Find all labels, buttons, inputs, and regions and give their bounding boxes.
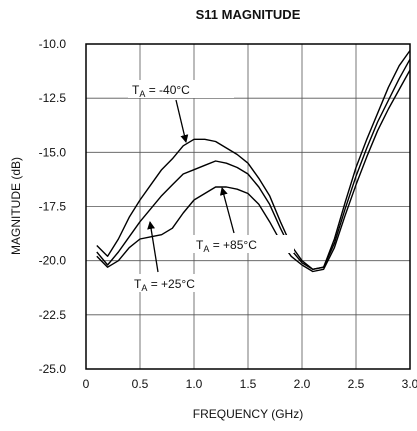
annotation-text: T [134,277,142,291]
x-tick-label: 1.5 [240,377,257,391]
annotation-subscript: A [203,244,209,254]
plot-frame [85,43,411,370]
annotation-suffix: = +25°C [147,277,195,291]
y-tick-label: -12.5 [39,91,67,105]
annotation-arrow [175,99,189,143]
annotation-arrow [147,221,159,273]
annotation-text: T [132,83,140,97]
annotations: TA = -40°C TA = +25°C TA = +85°C [128,80,294,293]
annotation-suffix: = -40°C [145,83,190,97]
y-axis-label: MAGNITUDE (dB) [9,157,23,255]
annotation-subscript: A [141,283,147,293]
x-tick-label: 2.5 [348,377,365,391]
annotation: TA = -40°C [132,83,190,99]
series-line [96,69,411,273]
annotation-arrow [219,187,235,234]
y-tick-label: -22.5 [39,308,67,322]
annotation: TA = +25°C [134,277,195,293]
series-line [96,58,411,270]
x-tick-label: 2.0 [294,377,311,391]
annotation-suffix: = +85°C [209,238,257,252]
chart-title: S11 MAGNITUDE [196,7,301,22]
series-line [96,50,411,270]
y-tick-label: -17.5 [39,200,67,214]
x-axis-label: FREQUENCY (GHz) [193,407,303,421]
annotation-text: T [196,238,204,252]
annotation-bg [130,274,232,292]
x-tick-label: 0 [83,377,90,391]
y-tick-label: -20.0 [39,254,67,268]
x-tick-label: 3.0 [402,377,417,391]
annotation-bg [192,235,294,253]
annotation-bg [128,80,234,98]
y-tick-label: -25.0 [39,362,67,376]
y-tick-label: -10.0 [39,37,67,51]
annotation: TA = +85°C [196,238,257,254]
y-tick-label: -15.0 [39,145,67,159]
annotation-subscript: A [139,89,145,99]
x-tick-label: 1.0 [186,377,203,391]
x-tick-label: 0.5 [132,377,149,391]
